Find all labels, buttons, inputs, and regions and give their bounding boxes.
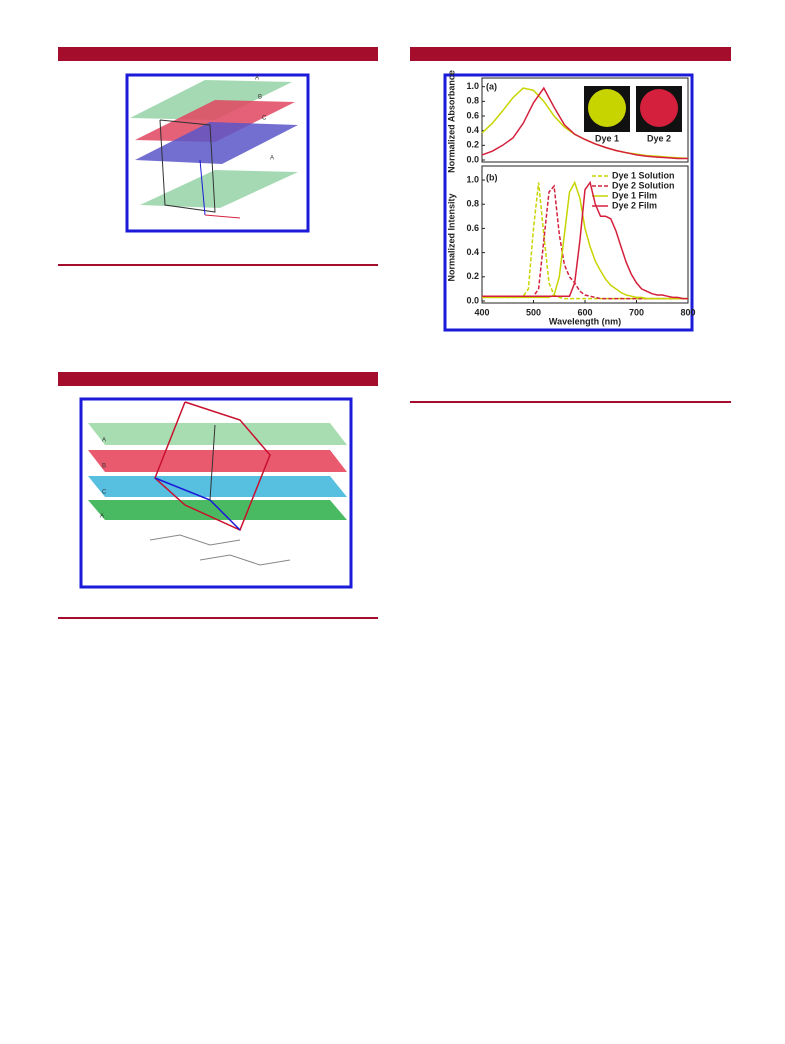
section-bar <box>58 372 378 386</box>
plane-label: A <box>270 156 274 162</box>
y-tick-label: 1.0 <box>466 81 479 91</box>
panel-label: (b) <box>486 172 498 182</box>
y-tick-label: 0.8 <box>466 199 479 209</box>
plane-label: C <box>102 490 107 496</box>
y-tick-label: 0.6 <box>466 110 479 120</box>
x-tick-label: 500 <box>526 307 541 317</box>
plane-label: A <box>255 76 259 82</box>
y-tick-label: 0.4 <box>466 125 479 135</box>
plane-label: A <box>100 514 104 520</box>
divider <box>410 401 731 403</box>
y-tick-label: 1.0 <box>466 174 479 184</box>
inset-label: Dye 2 <box>647 133 671 143</box>
x-tick-label: 700 <box>629 307 644 317</box>
y-tick-label: 0.4 <box>466 247 479 257</box>
y-axis-label: Normalized Intensity <box>446 193 456 281</box>
panel-label: (a) <box>486 81 497 91</box>
section-bar <box>410 47 731 61</box>
series-line <box>482 180 688 300</box>
y-tick-label: 0.8 <box>466 96 479 106</box>
inset-sample <box>640 89 678 127</box>
divider <box>58 264 378 266</box>
y-tick-label: 0.2 <box>466 140 479 150</box>
x-tick-label: 800 <box>680 307 695 317</box>
y-tick-label: 0.6 <box>466 223 479 233</box>
x-axis-label: Wavelength (nm) <box>549 316 621 326</box>
series-line <box>481 86 688 160</box>
x-tick-label: 400 <box>474 307 489 317</box>
x-tick-label: 600 <box>577 307 592 317</box>
legend-label: Dye 2 Film <box>612 200 657 210</box>
plane-label: B <box>102 464 106 470</box>
legend-label: Dye 1 Film <box>612 190 657 200</box>
y-tick-label: 0.2 <box>466 271 479 281</box>
plane-label: B <box>258 95 262 101</box>
inset-sample <box>588 89 626 127</box>
crystal-figure-1 <box>125 73 310 233</box>
legend-label: Dye 1 Solution <box>612 170 675 180</box>
divider <box>58 617 378 619</box>
section-bar <box>58 47 378 61</box>
inset-label: Dye 1 <box>595 133 619 143</box>
series-line <box>482 182 688 300</box>
y-axis-label: Normalized Absorbance <box>446 70 456 173</box>
plane-label: A <box>102 438 106 444</box>
y-tick-label: 0.0 <box>466 295 479 305</box>
y-tick-label: 0.0 <box>466 154 479 164</box>
plot-area <box>481 77 689 163</box>
legend-label: Dye 2 Solution <box>612 180 675 190</box>
crystal-figure-2 <box>79 397 353 589</box>
series-line <box>482 180 688 300</box>
plane-label: C <box>262 116 267 122</box>
